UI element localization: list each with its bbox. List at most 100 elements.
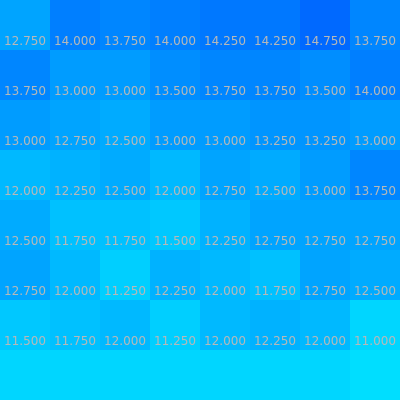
heatmap-value-label-r3-c7: 13.750 — [354, 184, 396, 198]
heatmap-cell-r7-c5 — [250, 350, 301, 400]
heatmap-cell-r1-c3 — [150, 50, 201, 101]
heatmap-value-label-r1-c1: 13.000 — [54, 84, 96, 98]
heatmap-cell-r2-c2 — [100, 100, 151, 151]
heatmap-value-label-r0-c6: 14.750 — [304, 34, 346, 48]
heatmap-value-label-r4-c3: 11.500 — [154, 234, 196, 248]
heatmap-cell-r6-c7 — [350, 300, 400, 351]
heatmap-cell-r6-c3 — [150, 300, 201, 351]
heatmap-cell-r1-c2 — [100, 50, 151, 101]
heatmap-value-label-r5-c7: 12.500 — [354, 284, 396, 298]
heatmap-cell-r6-c6 — [300, 300, 351, 351]
heatmap-cell-r0-c5 — [250, 0, 301, 51]
heatmap-value-label-r3-c5: 12.500 — [254, 184, 296, 198]
heatmap-cell-r2-c3 — [150, 100, 201, 151]
heatmap-cell-r7-c0 — [0, 350, 51, 400]
heatmap-cell-r0-c0 — [0, 0, 51, 51]
heatmap-cell-r4-c3 — [150, 200, 201, 251]
heatmap-cell-r1-c7 — [350, 50, 400, 101]
heatmap-value-label-r6-c5: 12.250 — [254, 334, 296, 348]
heatmap-cell-r4-c5 — [250, 200, 301, 251]
heatmap-cell-r5-c3 — [150, 250, 201, 301]
heatmap-cell-r7-c2 — [100, 350, 151, 400]
heatmap-value-label-r1-c3: 13.500 — [154, 84, 196, 98]
heatmap-value-label-r2-c7: 13.000 — [354, 134, 396, 148]
heatmap-value-label-r6-c7: 11.000 — [354, 334, 396, 348]
heatmap-value-label-r2-c2: 12.500 — [104, 134, 146, 148]
heatmap-value-label-r2-c3: 13.000 — [154, 134, 196, 148]
heatmap-value-label-r5-c1: 12.000 — [54, 284, 96, 298]
heatmap-cell-r6-c1 — [50, 300, 101, 351]
heatmap-cell-r0-c6 — [300, 0, 351, 51]
heatmap-value-label-r5-c4: 12.000 — [204, 284, 246, 298]
heatmap-cell-r3-c6 — [300, 150, 351, 201]
heatmap-cell-r3-c1 — [50, 150, 101, 201]
heatmap-value-label-r0-c1: 14.000 — [54, 34, 96, 48]
heatmap-value-label-r4-c5: 12.750 — [254, 234, 296, 248]
heatmap-value-label-r0-c2: 13.750 — [104, 34, 146, 48]
heatmap-cell-r5-c4 — [200, 250, 251, 301]
heatmap-value-label-r1-c7: 14.000 — [354, 84, 396, 98]
heatmap-cell-r1-c1 — [50, 50, 101, 101]
heatmap-value-label-r6-c3: 11.250 — [154, 334, 196, 348]
heatmap-value-label-r4-c2: 11.750 — [104, 234, 146, 248]
heatmap-value-label-r2-c6: 13.250 — [304, 134, 346, 148]
heatmap-cell-r3-c5 — [250, 150, 301, 201]
heatmap-cell-r1-c5 — [250, 50, 301, 101]
heatmap-cell-r1-c0 — [0, 50, 51, 101]
heatmap-cell-r5-c6 — [300, 250, 351, 301]
heatmap-cell-r7-c7 — [350, 350, 400, 400]
heatmap-value-label-r6-c4: 12.000 — [204, 334, 246, 348]
heatmap-cell-r7-c3 — [150, 350, 201, 400]
heatmap-value-label-r1-c2: 13.000 — [104, 84, 146, 98]
heatmap-value-label-r1-c4: 13.750 — [204, 84, 246, 98]
heatmap-value-label-r5-c0: 12.750 — [4, 284, 46, 298]
heatmap-value-label-r2-c1: 12.750 — [54, 134, 96, 148]
heatmap-cell-r6-c5 — [250, 300, 301, 351]
heatmap-cell-r4-c7 — [350, 200, 400, 251]
heatmap-value-label-r3-c0: 12.000 — [4, 184, 46, 198]
heatmap-value-label-r3-c6: 13.000 — [304, 184, 346, 198]
heatmap-value-label-r0-c0: 12.750 — [4, 34, 46, 48]
heatmap-value-label-r3-c3: 12.000 — [154, 184, 196, 198]
heatmap-cell-r2-c5 — [250, 100, 301, 151]
heatmap-cell-r5-c2 — [100, 250, 151, 301]
heatmap-value-labels: 12.750 14.000 13.750 14.000 14.250 14.250 14.7… — [4, 34, 396, 348]
heatmap-value-label-r1-c6: 13.500 — [304, 84, 346, 98]
heatmap-cell-r4-c4 — [200, 200, 251, 251]
heatmap-cell-r3-c3 — [150, 150, 201, 201]
heatmap-value-label-r3-c1: 12.250 — [54, 184, 96, 198]
heatmap-cell-r5-c1 — [50, 250, 101, 301]
heatmap-value-label-r4-c7: 12.750 — [354, 234, 396, 248]
heatmap-cell-r1-c4 — [200, 50, 251, 101]
heatmap-value-label-r3-c2: 12.500 — [104, 184, 146, 198]
heatmap-value-label-r1-c0: 13.750 — [4, 84, 46, 98]
heatmap-cell-r2-c6 — [300, 100, 351, 151]
heatmap-cell-r1-c6 — [300, 50, 351, 101]
heatmap-cell-r2-c0 — [0, 100, 51, 151]
heatmap-cell-r6-c0 — [0, 300, 51, 351]
heatmap-cell-r0-c1 — [50, 0, 101, 51]
heatmap-cell-r2-c7 — [350, 100, 400, 151]
heatmap-value-label-r4-c1: 11.750 — [54, 234, 96, 248]
heatmap-cell-r0-c2 — [100, 0, 151, 51]
heatmap-cell-r2-c1 — [50, 100, 101, 151]
heatmap-cell-r0-c3 — [150, 0, 201, 51]
heatmap-value-label-r1-c5: 13.750 — [254, 84, 296, 98]
heatmap-value-label-r0-c7: 13.750 — [354, 34, 396, 48]
heatmap-cell-r3-c7 — [350, 150, 400, 201]
heatmap-cell-r4-c0 — [0, 200, 51, 251]
heatmap-value-label-r4-c6: 12.750 — [304, 234, 346, 248]
heatmap-cell-r7-c4 — [200, 350, 251, 400]
heatmap-value-label-r0-c4: 14.250 — [204, 34, 246, 48]
heatmap-cell-r5-c0 — [0, 250, 51, 301]
heatmap-value-label-r6-c1: 11.750 — [54, 334, 96, 348]
heatmap-cell-r7-c6 — [300, 350, 351, 400]
heatmap-cell-r5-c7 — [350, 250, 400, 301]
heatmap-value-label-r4-c0: 12.500 — [4, 234, 46, 248]
heatmap-value-label-r5-c6: 12.750 — [304, 284, 346, 298]
heatmap-value-label-r4-c4: 12.250 — [204, 234, 246, 248]
heatmap-value-label-r2-c5: 13.250 — [254, 134, 296, 148]
heatmap-value-label-r6-c2: 12.000 — [104, 334, 146, 348]
